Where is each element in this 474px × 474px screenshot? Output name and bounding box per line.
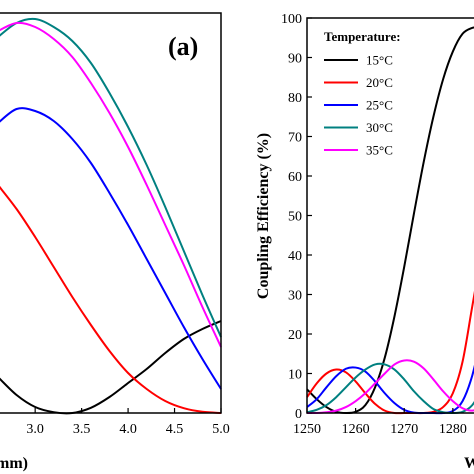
panel-a-x-ticks: 3.0 3.5 4.0 4.5 5.0 — [26, 408, 230, 437]
legend-label: 30°C — [366, 120, 393, 135]
panel-b-y-tick-label: 10 — [288, 368, 302, 383]
panel-a-series-4-line — [0, 17, 222, 338]
panel-b-x-axis-title: W — [464, 455, 474, 472]
panel-b-legend: Temperature: 15°C 20°C 25°C 30°C 35°C — [324, 29, 401, 158]
panel-a-tag: (a) — [168, 32, 198, 61]
legend-label: 15°C — [366, 53, 393, 68]
panel-b-x-tick-label: 1270 — [390, 422, 418, 437]
panel-b-y-tick-label: 20 — [288, 328, 302, 343]
panel-a-x-tick-label: 4.0 — [119, 422, 137, 437]
panel-b-series-35°C-line — [306, 359, 474, 415]
panel-a-series-2-line — [0, 185, 222, 414]
panel-a-lines — [0, 17, 222, 415]
panel-b-y-ticks: 0 10 20 30 40 50 60 70 80 90 100 — [281, 12, 312, 422]
panel-a-series-3-line — [0, 107, 222, 390]
panel-b-y-tick-label: 70 — [288, 131, 302, 146]
panel-b-x-tick-label: 1280 — [439, 422, 467, 437]
panel-a-series-5-line — [0, 21, 222, 348]
panel-a-chart: 3.0 3.5 4.0 4.5 5.0 (a) mm) — [0, 12, 230, 472]
panel-b-y-tick-label: 0 — [295, 407, 302, 422]
legend-label: 20°C — [366, 75, 393, 90]
panel-b-y-tick-label: 80 — [288, 91, 302, 106]
legend-title: Temperature: — [324, 29, 401, 44]
legend-label: 25°C — [366, 98, 393, 113]
panel-b-x-ticks: 1250 1260 1270 1280 — [293, 408, 467, 437]
panel-a-x-axis-title: mm) — [0, 455, 28, 472]
panel-b-series-15°C-line — [306, 26, 474, 415]
panel-b-y-tick-label: 40 — [288, 249, 302, 264]
legend-label: 35°C — [366, 143, 393, 158]
panel-a-series-1-line — [0, 320, 222, 415]
panel-b-x-tick-label: 1260 — [342, 422, 370, 437]
panel-b-y-tick-label: 100 — [281, 12, 302, 27]
panel-b-y-axis-title: Coupling Efficiency (%) — [255, 133, 272, 299]
panel-a-x-tick-label: 5.0 — [212, 422, 230, 437]
panel-b-x-tick-label: 1250 — [293, 422, 321, 437]
panel-a-frame — [0, 12, 222, 414]
panel-b-y-tick-label: 60 — [288, 170, 302, 185]
panel-a-x-tick-label: 3.0 — [26, 422, 44, 437]
panel-a-x-tick-label: 3.5 — [73, 422, 91, 437]
panel-b-y-tick-label: 50 — [288, 210, 302, 225]
panel-a-x-tick-label: 4.5 — [166, 422, 184, 437]
panel-b-y-tick-label: 30 — [288, 289, 302, 304]
panel-b-y-tick-label: 90 — [288, 52, 302, 67]
